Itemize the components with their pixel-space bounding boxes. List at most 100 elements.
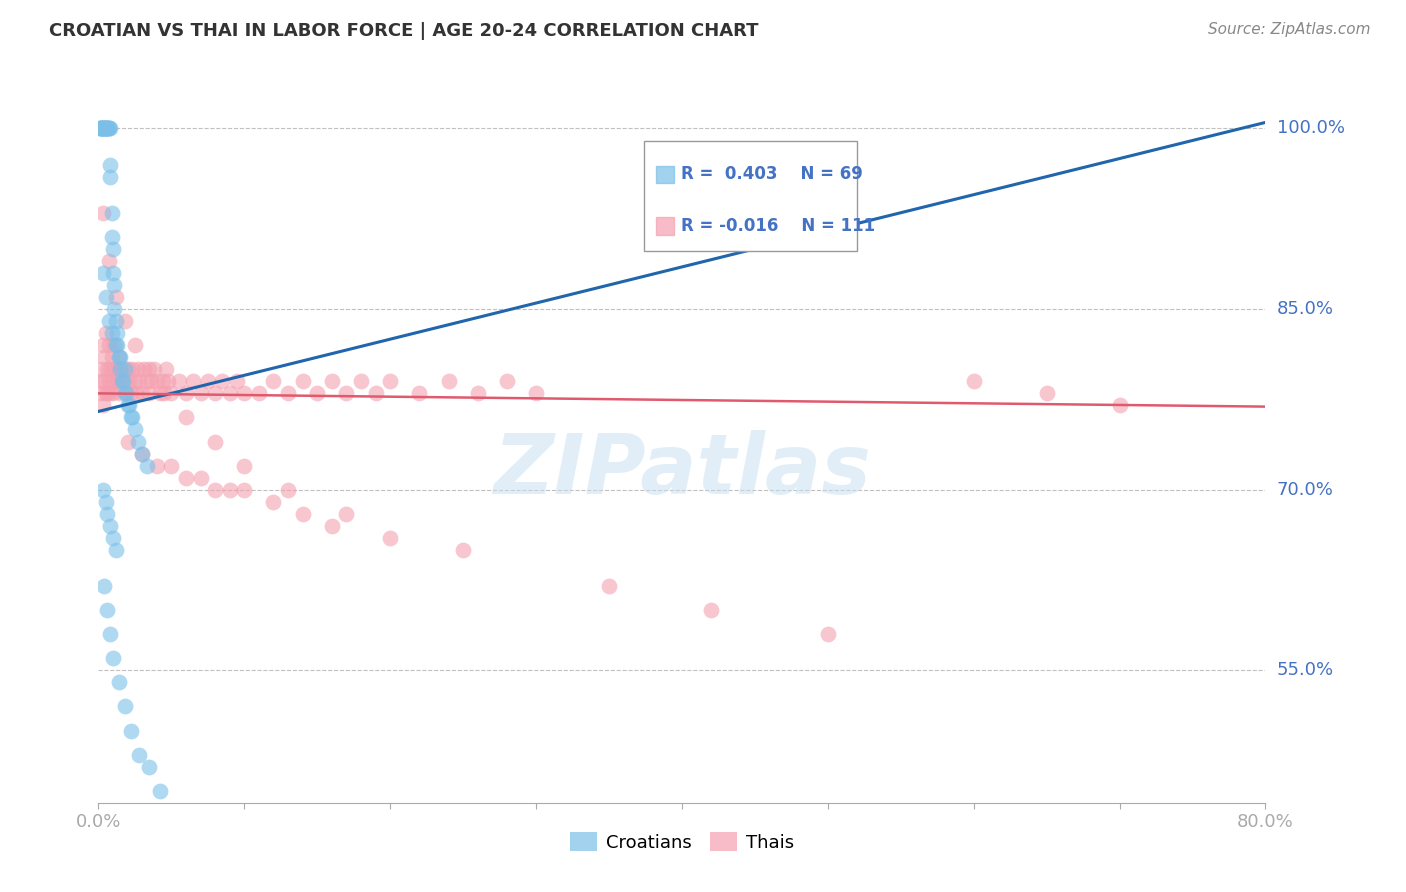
Text: R = -0.016    N = 111: R = -0.016 N = 111 xyxy=(681,217,875,235)
Point xyxy=(110,362,132,376)
Point xyxy=(93,121,115,136)
Point xyxy=(108,675,131,690)
Point xyxy=(153,386,176,401)
Point xyxy=(247,386,270,401)
Point xyxy=(90,362,112,376)
Point xyxy=(127,434,149,449)
Point xyxy=(190,471,212,485)
Point xyxy=(131,386,153,401)
Point xyxy=(135,458,157,473)
Point xyxy=(117,362,139,376)
Point xyxy=(146,458,169,473)
Point xyxy=(364,386,387,401)
Point xyxy=(96,121,118,136)
Point xyxy=(131,447,153,461)
Point xyxy=(98,519,121,533)
Point xyxy=(94,290,117,304)
Point xyxy=(233,458,256,473)
Point xyxy=(91,205,114,219)
Point xyxy=(101,386,124,401)
Text: 85.0%: 85.0% xyxy=(1277,300,1333,318)
Point xyxy=(90,386,112,401)
Point xyxy=(114,386,136,401)
Point xyxy=(91,483,114,497)
Point xyxy=(105,338,128,352)
Point xyxy=(96,121,118,136)
Point xyxy=(211,375,233,389)
Point xyxy=(115,386,138,401)
Point xyxy=(91,121,114,136)
Point xyxy=(104,338,127,352)
Point xyxy=(114,699,136,714)
Point xyxy=(380,375,402,389)
Point xyxy=(112,362,135,376)
Point xyxy=(97,121,120,136)
Point xyxy=(93,579,115,593)
FancyBboxPatch shape xyxy=(644,141,856,252)
Point xyxy=(110,362,132,376)
Point xyxy=(174,386,197,401)
Text: 55.0%: 55.0% xyxy=(1277,661,1334,680)
Point xyxy=(93,121,115,136)
Point xyxy=(91,338,114,352)
Point xyxy=(94,121,117,136)
Bar xyxy=(655,166,673,183)
Point xyxy=(321,519,343,533)
Point xyxy=(104,362,127,376)
Point xyxy=(307,386,329,401)
Point xyxy=(97,338,120,352)
Point xyxy=(108,350,131,364)
Point xyxy=(94,326,117,341)
Point xyxy=(204,434,226,449)
Point xyxy=(157,375,180,389)
Point xyxy=(96,507,118,521)
Point xyxy=(598,579,620,593)
Point xyxy=(962,375,984,389)
Point xyxy=(167,375,190,389)
Point xyxy=(138,386,160,401)
Point xyxy=(350,375,373,389)
Point xyxy=(120,386,142,401)
Point xyxy=(110,386,132,401)
Point xyxy=(204,483,226,497)
Point xyxy=(98,386,121,401)
Point xyxy=(89,375,111,389)
Point xyxy=(138,760,160,774)
Point xyxy=(1035,386,1057,401)
Point xyxy=(128,375,150,389)
Point xyxy=(103,301,125,317)
Point xyxy=(98,158,121,172)
Point xyxy=(91,266,114,280)
Point xyxy=(335,386,357,401)
Point xyxy=(97,121,120,136)
Point xyxy=(91,121,114,136)
Point xyxy=(124,375,146,389)
Point xyxy=(115,386,138,401)
Point xyxy=(96,121,118,136)
Point xyxy=(124,338,146,352)
Point xyxy=(105,375,128,389)
Point xyxy=(121,362,143,376)
Point xyxy=(93,350,115,364)
Point xyxy=(111,375,134,389)
Point xyxy=(190,386,212,401)
Point xyxy=(101,651,124,665)
Point xyxy=(226,375,249,389)
Point xyxy=(155,362,177,376)
Point xyxy=(94,386,117,401)
Point xyxy=(127,362,149,376)
Point xyxy=(197,375,219,389)
Point xyxy=(142,362,165,376)
Point xyxy=(104,290,127,304)
Point xyxy=(181,375,204,389)
Text: Source: ZipAtlas.com: Source: ZipAtlas.com xyxy=(1208,22,1371,37)
Point xyxy=(120,410,142,425)
Point xyxy=(135,375,157,389)
Point xyxy=(93,121,115,136)
Point xyxy=(103,338,125,352)
Point xyxy=(94,121,117,136)
Point xyxy=(335,507,357,521)
Point xyxy=(174,471,197,485)
Point xyxy=(114,314,136,328)
Point xyxy=(149,386,172,401)
